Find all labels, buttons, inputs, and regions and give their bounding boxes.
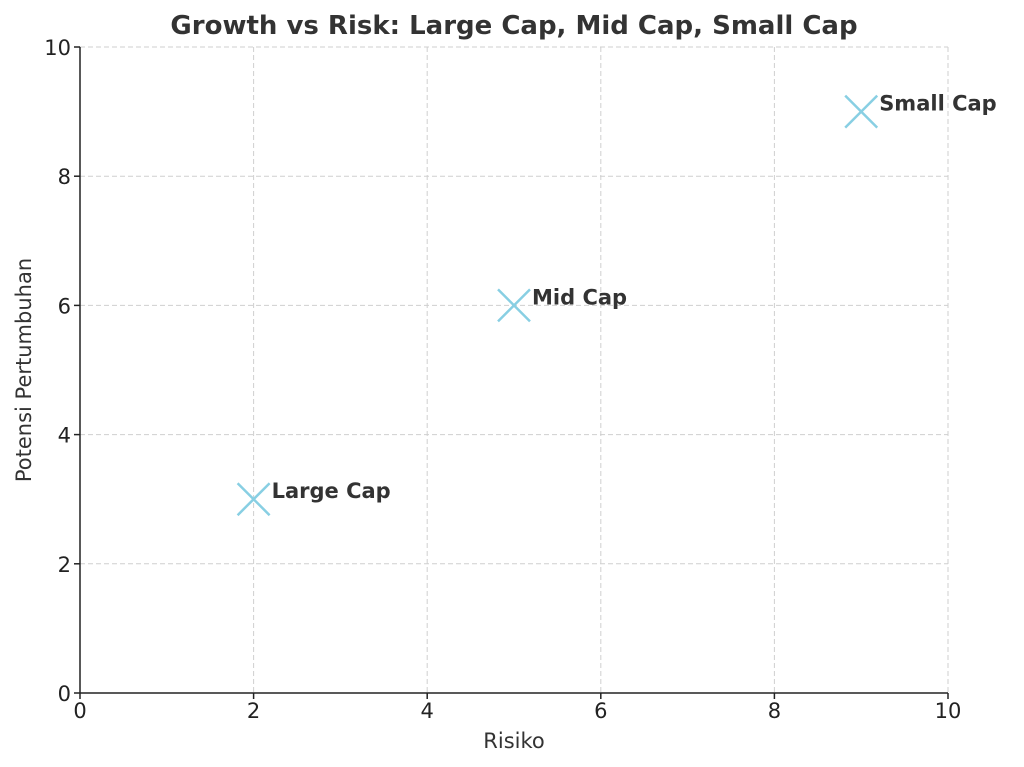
point-label: Small Cap <box>879 92 997 116</box>
x-axis-label: Risiko <box>483 729 544 753</box>
x-tick-label: 8 <box>768 699 781 723</box>
y-tick-label: 8 <box>58 165 71 189</box>
x-tick-label: 2 <box>247 699 260 723</box>
chart-title: Growth vs Risk: Large Cap, Mid Cap, Smal… <box>170 11 857 41</box>
y-axis-label: Potensi Pertumbuhan <box>12 258 36 482</box>
point-label: Large Cap <box>272 479 391 503</box>
axes <box>74 46 949 699</box>
y-tick-label: 2 <box>58 553 71 577</box>
x-tick-label: 6 <box>594 699 607 723</box>
data-point: Large Cap <box>236 479 391 517</box>
y-tick-label: 4 <box>58 424 71 448</box>
x-tick-label: 4 <box>421 699 434 723</box>
y-tick-label: 6 <box>58 294 71 318</box>
data-point: Mid Cap <box>497 285 627 323</box>
x-tick-label: 0 <box>73 699 86 723</box>
data-point: Small Cap <box>844 92 997 129</box>
grid-lines <box>80 46 949 693</box>
point-label: Mid Cap <box>532 285 627 309</box>
x-tick-label: 10 <box>935 699 962 723</box>
y-tick-label: 10 <box>44 36 71 60</box>
data-points: Large Cap Mid Cap Small Cap <box>236 92 997 517</box>
x-marker-icon <box>497 288 531 323</box>
y-tick-label: 0 <box>58 682 71 706</box>
x-marker-icon <box>844 94 879 129</box>
x-marker-icon <box>236 482 271 517</box>
tick-labels: 0 2 4 6 8 10 0 2 4 6 8 10 <box>44 36 961 723</box>
